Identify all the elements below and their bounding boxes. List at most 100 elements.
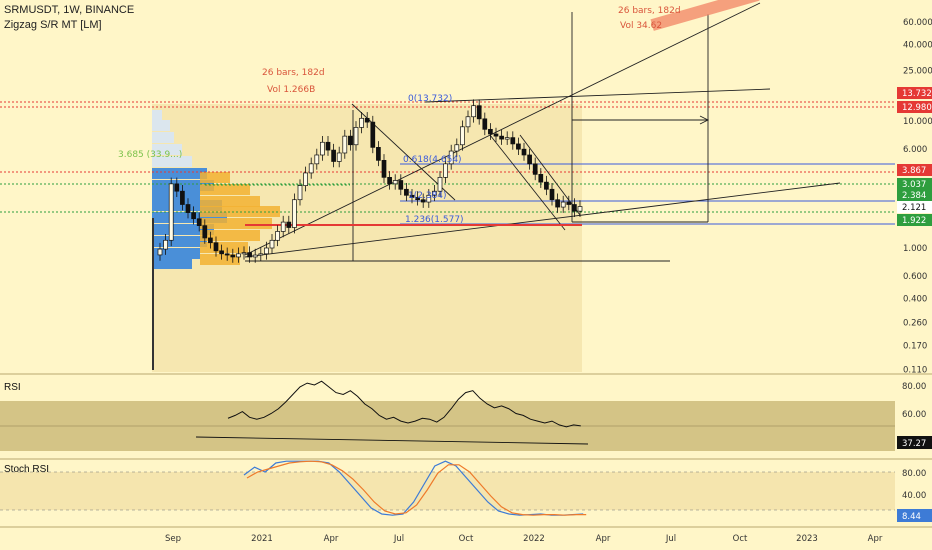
- candle: [454, 144, 460, 152]
- candle: [426, 194, 432, 203]
- fib-3685-label: 3.685 (33.9...): [118, 150, 182, 160]
- time-axis[interactable]: [0, 528, 895, 550]
- candle: [314, 154, 320, 165]
- stoch-d-line: [246, 460, 587, 516]
- candle: [493, 133, 499, 137]
- volume-profile-bar: [200, 196, 260, 207]
- time-tick: Oct: [459, 534, 474, 544]
- volume-profile-bar: [152, 156, 192, 167]
- volume-profile-bar: [152, 168, 207, 179]
- stoch-tick-40: 40.00: [902, 491, 926, 501]
- candle: [465, 116, 471, 128]
- price-tick: 0.170: [903, 342, 927, 352]
- candle: [482, 118, 488, 130]
- price-badge-label: 1.922: [902, 216, 926, 226]
- trend-lines: [205, 2, 841, 262]
- candle: [213, 242, 219, 252]
- candle: [549, 188, 555, 201]
- candle: [219, 250, 224, 255]
- price-badge-label: 3.867: [902, 166, 926, 176]
- bars-left-label: 26 bars, 182d: [262, 68, 325, 78]
- candle: [499, 135, 504, 140]
- candle: [269, 239, 275, 249]
- candle: [420, 199, 426, 203]
- volume-profile-bar: [200, 230, 260, 241]
- price-badge-label: 12.980: [902, 103, 932, 113]
- candle: [224, 253, 230, 256]
- candle: [560, 201, 566, 208]
- price-badge-label: 3.037: [902, 180, 926, 190]
- time-tick: Oct: [733, 534, 748, 544]
- stoch-band: [0, 472, 895, 510]
- volume-profile-axis: [152, 218, 154, 370]
- price-tick: 25.000: [903, 66, 932, 76]
- candle: [404, 188, 409, 196]
- candle: [230, 254, 236, 258]
- chart-title: SRMUSDT, 1W, BINANCE: [4, 4, 135, 16]
- bars-right-label: 26 bars, 182d: [618, 6, 681, 16]
- price-ticks: 60.000 40.000 25.000 10.000 6.000 1.000 0.600 0…: [903, 18, 932, 376]
- candle: [252, 254, 258, 258]
- candle: [376, 147, 381, 161]
- price-tick: 1.000: [903, 244, 927, 254]
- candle: [415, 197, 420, 201]
- candle: [348, 135, 353, 146]
- candle: [398, 180, 404, 190]
- volume-profile-bar: [200, 254, 240, 265]
- sr-levels: [0, 101, 895, 225]
- candle: [516, 143, 521, 150]
- candle: [566, 201, 572, 205]
- price-badge: [897, 178, 932, 190]
- candle: [280, 221, 286, 232]
- price-badge-label: 2.384: [902, 191, 926, 201]
- fib-618-label: 0.618(4.654): [403, 155, 462, 165]
- candle: [353, 127, 359, 146]
- candle: [191, 212, 196, 220]
- volume-profile-bar: [152, 212, 227, 223]
- candle: [572, 204, 577, 212]
- price-badge: [897, 201, 932, 213]
- candle: [432, 190, 437, 196]
- volume-profile-bar: [152, 120, 170, 131]
- candle: [292, 199, 297, 228]
- stoch-title: Stoch RSI: [4, 464, 49, 475]
- candles: [157, 99, 583, 263]
- candle: [303, 172, 308, 186]
- candle: [208, 237, 213, 244]
- volume-profile-bar: [152, 110, 162, 121]
- candle: [286, 221, 292, 228]
- time-tick: Sep: [165, 534, 181, 544]
- stoch-value: 8.44: [902, 512, 921, 522]
- rsi-value: 37.27: [902, 439, 926, 449]
- price-tick: 6.000: [903, 145, 927, 155]
- candle: [476, 105, 482, 120]
- price-tick: 10.000: [903, 117, 932, 127]
- price-tick: 40.000: [903, 41, 932, 51]
- price-tick: 60.000: [903, 18, 932, 28]
- time-tick: 2021: [251, 534, 273, 544]
- volume-profile-bar: [152, 224, 214, 235]
- volume-profile-bar: [200, 184, 250, 195]
- candle: [460, 126, 465, 146]
- fib-0-label: 0(13.732): [408, 94, 452, 104]
- candle: [236, 253, 241, 258]
- candle: [532, 163, 538, 175]
- candle: [443, 163, 448, 178]
- volume-profile-bar: [152, 190, 200, 201]
- vol-left-label: Vol 1.266B: [267, 85, 315, 95]
- candle: [331, 149, 336, 162]
- candle: [381, 159, 387, 178]
- candle: [359, 117, 364, 128]
- candle: [157, 248, 163, 256]
- candle: [510, 137, 516, 145]
- candle: [392, 180, 398, 185]
- price-tick: 0.110: [903, 366, 927, 376]
- candle: [521, 148, 527, 156]
- fib-1-label: 1(2.384): [408, 191, 447, 201]
- candle: [241, 252, 247, 255]
- time-tick: 2023: [796, 534, 818, 544]
- indicator-title: Zigzag S/R MT [LM]: [4, 19, 102, 31]
- price-badge-label: 2.121: [902, 203, 926, 213]
- candle: [409, 194, 415, 198]
- price-badge-label: 13.732: [902, 89, 932, 99]
